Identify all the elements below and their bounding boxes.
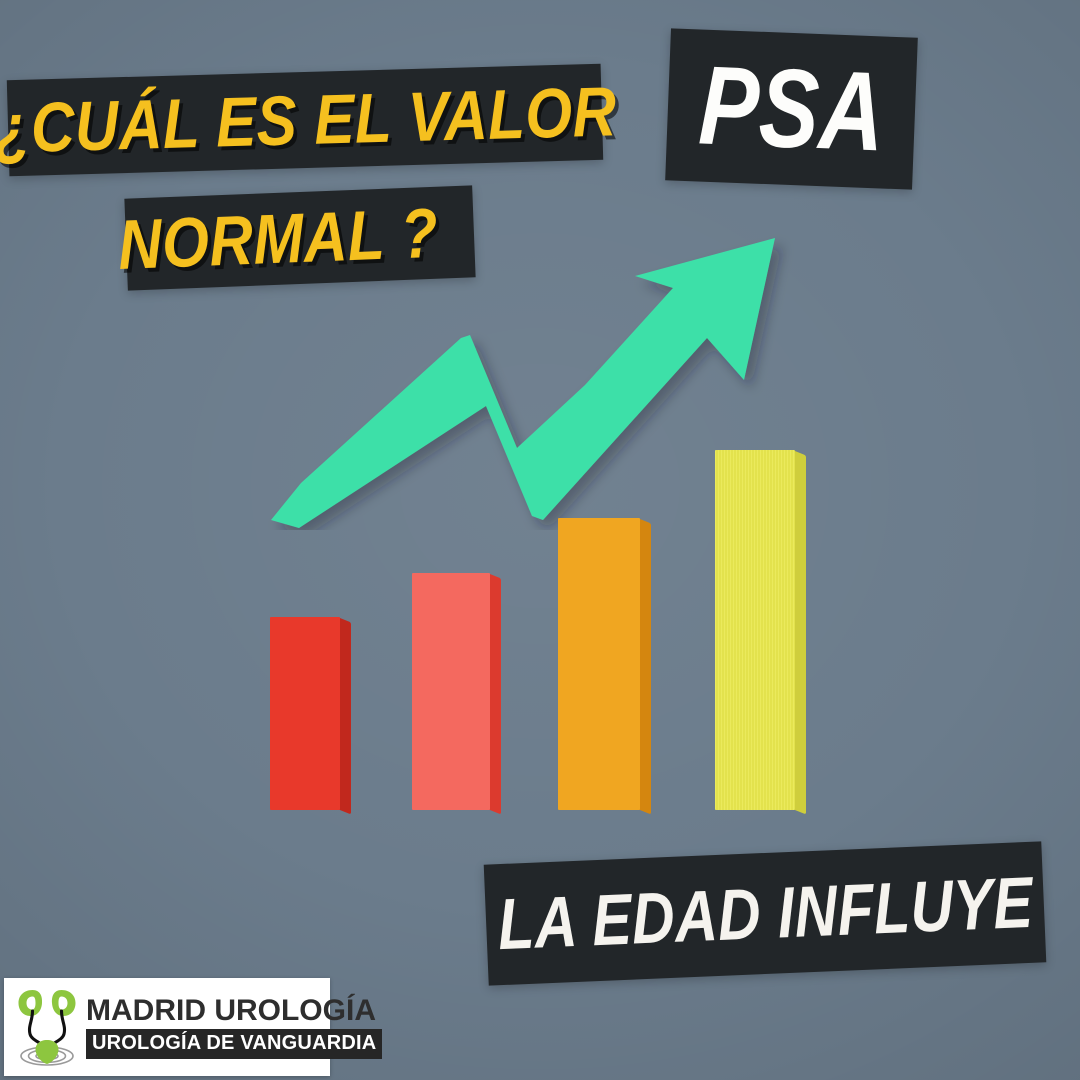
headline-line1-text: ¿CUÁL ES EL VALOR [0,72,618,168]
logo-tagline-bar: UROLOGÍA DE VANGUARDIA [86,1029,383,1060]
growth-arrow-icon [271,238,775,528]
bar-4-side [794,450,806,815]
bar-1 [270,617,362,820]
bar-2-side [489,573,501,815]
bar-2 [412,573,512,820]
bar-4 [715,450,817,820]
bar-3 [558,518,662,820]
bar-1-face [270,617,340,810]
logo-tagline: UROLOGÍA DE VANGUARDIA [92,1032,377,1055]
logo-text-block: MADRID UROLOGÍA UROLOGÍA DE VANGUARDIA [86,993,383,1060]
bar-1-side [339,617,351,815]
bar-4-texture [715,450,795,810]
kidneys-bladder-icon [18,990,76,1066]
headline-banner-line2: NORMAL ? [117,185,476,291]
brand-logo: MADRID UROLOGÍA UROLOGÍA DE VANGUARDIA [4,978,383,1076]
footer-caption-text: LA EDAD INFLUYE [495,862,1035,965]
headline-line2-text: NORMAL ? [116,193,440,284]
topic-label-text: PSA [696,42,887,175]
bar-4-face [715,450,795,810]
bar-2-face [412,573,490,810]
bar-3-side [639,518,651,815]
bar-3-face [558,518,640,810]
logo-name: MADRID UROLOGÍA [86,993,376,1027]
footer-banner-caption: LA EDAD INFLUYE [483,841,1047,986]
topic-banner-psa: PSA [665,28,918,190]
headline-banner-line1: ¿CUÁL ES EL VALOR [0,63,617,177]
